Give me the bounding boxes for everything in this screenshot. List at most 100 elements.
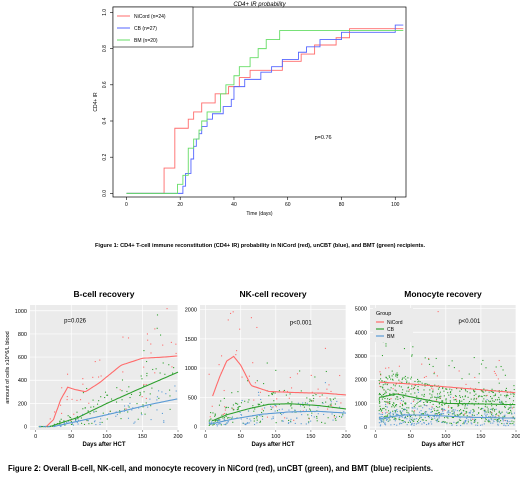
figure2-scatter-point (404, 402, 406, 404)
figure2-scatter-point (466, 407, 468, 409)
figure2-scatter-point (470, 420, 472, 422)
figure2-scatter-point (213, 422, 215, 424)
figure2-scatter-point (490, 402, 493, 404)
figure2-scatter-point (461, 412, 463, 414)
figure2-scatter-point (499, 413, 501, 415)
figure2-scatter-point (278, 390, 280, 392)
figure2-panel-title: NK-cell recovery (239, 289, 306, 299)
figure2-scatter-point (492, 422, 494, 424)
figure2-scatter-point (275, 405, 277, 407)
figure2-scatter-point (408, 415, 411, 417)
figure2-scatter-point (70, 416, 72, 419)
figure2-scatter-point (462, 414, 464, 416)
figure2-scatter-point (434, 410, 436, 412)
figure2-scatter-point (392, 410, 394, 412)
figure2-scatter-point (488, 419, 490, 422)
figure2-scatter-point (310, 400, 313, 402)
figure2-scatter-point (489, 411, 491, 413)
figure2-scatter-point (489, 408, 491, 410)
figure1-chart: CD4+ IR probability 0 20 40 60 80 100 0.0 0.2 0.4… (93, 2, 407, 217)
figure2-x-tick-label: 150 (138, 434, 147, 440)
figure2-scatter-point (494, 372, 496, 374)
figure2-scatter-point (82, 392, 84, 394)
figure2-scatter-point (387, 378, 389, 380)
figure2-scatter-point (438, 397, 440, 399)
figure2-scatter-point (104, 396, 106, 399)
figure2-scatter-point (330, 390, 332, 393)
figure2-scatter-point (404, 409, 406, 411)
figure2-scatter-point (400, 386, 402, 388)
figure2-scatter-point (220, 424, 222, 426)
figure2-scatter-point (443, 409, 445, 411)
figure2-scatter-point (271, 393, 273, 396)
figure2-scatter-point (394, 411, 396, 413)
figure2-scatter-point (476, 397, 478, 399)
figure2-scatter-point (256, 422, 258, 424)
figure2-scatter-point (394, 420, 396, 422)
figure2-scatter-point (233, 409, 235, 411)
figure2-scatter-point (442, 400, 444, 402)
figure2-scatter-point (162, 362, 164, 364)
figure2-scatter-point (321, 421, 323, 423)
figure2-scatter-point (492, 414, 494, 416)
figure2-trend-line-nicord (379, 381, 516, 394)
figure2-scatter-point (463, 421, 465, 423)
figure2-scatter-point (223, 413, 225, 415)
figure2-scatter-point (513, 412, 516, 414)
figure2-scatter-point (268, 395, 270, 397)
figure2-scatter-point (380, 419, 382, 421)
figure2-scatter-point (457, 422, 459, 424)
figure2-scatter-point (493, 410, 496, 412)
figure2-scatter-point (480, 363, 483, 365)
figure2-x-tick-label: 0 (34, 434, 37, 440)
figure2-scatter-point (413, 385, 415, 387)
figure2-scatter-point (332, 398, 335, 400)
figure2-scatter-point (172, 372, 174, 374)
figure2-scatter-point (478, 373, 480, 375)
figure2-scatter-point (412, 407, 414, 409)
figure2-scatter-point (151, 387, 153, 389)
figure2-scatter-point (449, 391, 451, 393)
figure2-scatter-point (472, 408, 474, 411)
figure2-scatter-point (467, 421, 469, 423)
figure2-scatter-point (291, 401, 293, 403)
figure2-scatter-point (264, 407, 266, 409)
figure2-scatter-point (483, 411, 486, 413)
figure2-x-axis-label: Days after HCT (421, 442, 464, 448)
figure2-scatter-point (501, 402, 504, 404)
figure2-scatter-point (290, 404, 292, 406)
figure2-scatter-point (396, 374, 399, 376)
figure2-scatter-point (454, 414, 456, 416)
figure2-x-tick-label: 0 (204, 434, 207, 440)
figure2-scatter-point (270, 405, 272, 407)
figure2-scatter-point (382, 408, 384, 410)
figure2-scatter-point (102, 412, 104, 414)
figure2-scatter-point (497, 424, 499, 426)
figure2-scatter-point (307, 422, 310, 424)
figure2-scatter-point (210, 418, 212, 420)
figure2-scatter-point (152, 368, 154, 371)
figure2-scatter-point (99, 359, 101, 361)
figure2-scatter-point (386, 415, 388, 417)
figure2-scatter-point (396, 411, 398, 413)
figure2-scatter-point (470, 398, 472, 400)
figure2-scatter-point (449, 400, 451, 402)
figure2-scatter-point (379, 408, 381, 410)
figure2-scatter-point (457, 421, 459, 423)
figure2-scatter-point (208, 424, 210, 427)
figure2-scatter-point (489, 412, 491, 414)
figure2-scatter-point (232, 408, 234, 410)
figure2-scatter-point (327, 408, 329, 410)
figure2-y-tick-label: 4000 (355, 330, 367, 336)
figure2-scatter-point (483, 391, 485, 393)
figure2-scatter-point (423, 401, 425, 404)
figure2-scatter-point (425, 419, 427, 422)
figure2-scatter-point (385, 417, 387, 419)
figure2-scatter-point (483, 395, 485, 397)
figure2-scatter-point (441, 400, 443, 402)
figure2-scatter-point (253, 417, 255, 420)
figure2-scatter-point (498, 415, 500, 417)
figure2-scatter-point (393, 384, 395, 386)
figure2-scatter-point (512, 422, 514, 425)
figure2-scatter-point (460, 412, 462, 414)
